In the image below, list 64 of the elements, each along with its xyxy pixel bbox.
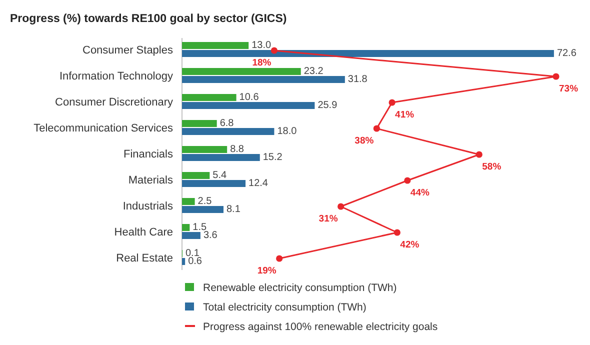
data-label: 23.2: [304, 66, 324, 77]
data-label: 58%: [482, 162, 502, 172]
point: [394, 229, 400, 236]
y-tick-label: Industrials: [122, 200, 174, 212]
point: [270, 47, 278, 54]
data-label: 41%: [395, 110, 415, 120]
data-label: 42%: [400, 240, 420, 250]
data-label: 31.8: [348, 74, 368, 85]
data-label: 73%: [559, 84, 579, 94]
bar: [182, 102, 315, 109]
y-tick-label: Consumer Staples: [82, 44, 174, 56]
bar: [182, 180, 246, 187]
data-label: 25.9: [318, 100, 338, 111]
legend-label: Total electricity consumption (TWh): [203, 302, 366, 314]
data-label: 44%: [410, 188, 430, 198]
data-label: 18%: [252, 58, 272, 68]
y-tick-label: Health Care: [114, 226, 173, 238]
legend-label: Progress against 100% renewable electricity goals: [203, 321, 438, 333]
data-label: 12.4: [248, 178, 268, 189]
data-label: 0.6: [188, 256, 202, 267]
data-label: 13.0: [252, 40, 272, 51]
data-label: 8.8: [230, 144, 244, 155]
bar: [182, 76, 345, 83]
data-label: 6.8: [220, 118, 234, 129]
bar: [182, 198, 195, 205]
y-tick-label: Telecommunication Services: [34, 122, 174, 134]
data-label: 3.6: [203, 230, 218, 241]
y-tick-label: Consumer Discretionary: [55, 96, 174, 108]
bar: [182, 224, 190, 231]
chart-title: Progress (%) towards RE100 goal by sector (GICS): [10, 13, 287, 25]
data-label: 15.2: [262, 152, 283, 163]
point: [476, 151, 482, 158]
point: [276, 255, 283, 262]
bar: [182, 42, 249, 49]
bar: [182, 172, 210, 179]
y-tick-label: Financials: [123, 148, 174, 160]
y-tick-label: Materials: [128, 174, 174, 186]
data-label: 38%: [354, 136, 374, 146]
legend-label: Renewable electricity consumption (TWh): [203, 282, 397, 294]
data-label: 2.5: [198, 196, 212, 207]
data-label: 18.0: [277, 126, 298, 137]
data-label: 5.4: [212, 170, 228, 181]
data-label: 10.6: [239, 92, 260, 103]
bar: [182, 68, 301, 75]
bar: [182, 146, 228, 153]
data-label: 31%: [318, 214, 338, 224]
bar: [182, 154, 260, 161]
bar: [182, 120, 217, 127]
bar: [182, 94, 236, 101]
point: [552, 73, 560, 80]
bar: [182, 206, 224, 213]
bar: [182, 258, 186, 265]
bar: [182, 232, 200, 239]
point: [338, 203, 344, 210]
data-label: 19%: [257, 266, 277, 276]
bar: [182, 128, 274, 135]
y-tick-label: Information Technology: [59, 70, 174, 82]
data-label: 8.1: [226, 204, 241, 215]
data-label: 72.6: [556, 48, 577, 59]
y-tick-label: Real Estate: [116, 252, 173, 264]
bar: [182, 50, 554, 57]
point: [373, 125, 380, 132]
point: [388, 99, 396, 106]
point: [404, 177, 411, 184]
